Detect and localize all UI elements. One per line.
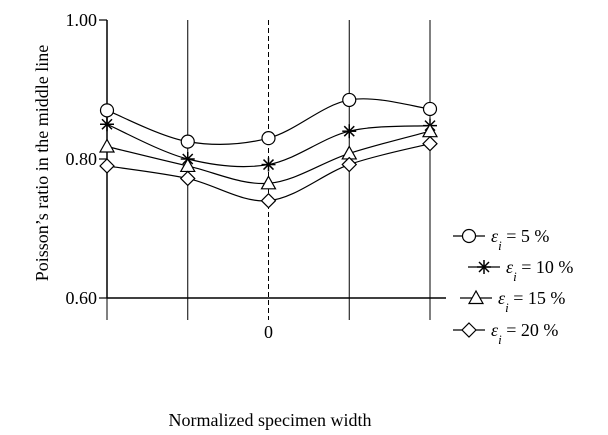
point-s0-3 [342, 92, 357, 108]
legend-item-3: εi = 20 % [453, 320, 558, 347]
point-s0-1 [180, 134, 195, 149]
x-axis-label: Normalized specimen width [169, 410, 372, 430]
point-s1-0 [100, 117, 114, 132]
legend-label-1: εi = 10 % [506, 257, 573, 284]
legend-marker-3 [461, 322, 477, 338]
point-s0-0 [99, 103, 115, 118]
y-axis-label: Poisson’s ratio in the middle line [32, 45, 52, 282]
point-s0-4 [422, 101, 438, 117]
axes: 0.60 0.80 1.00 0 [66, 10, 446, 342]
legend: εi = 5 % εi = 10 % εi = 15 % εi = 20 % [453, 226, 573, 347]
y-tick-label-1: 0.80 [66, 149, 98, 169]
point-s3-2 [260, 192, 277, 209]
legend-label-3: εi = 20 % [491, 320, 558, 347]
y-tick-label-0: 0.60 [66, 288, 98, 308]
point-s3-1 [179, 170, 196, 187]
point-s1-2 [261, 157, 276, 172]
legend-item-2: εi = 15 % [460, 288, 565, 315]
point-s2-2 [260, 175, 277, 190]
point-s1-3 [342, 124, 357, 139]
y-tick-label-2: 1.00 [66, 10, 98, 30]
legend-marker-1 [477, 260, 491, 274]
series-group [98, 92, 439, 209]
x-tick-label-0: 0 [264, 322, 273, 342]
legend-label-2: εi = 15 % [498, 288, 565, 315]
legend-item-0: εi = 5 % [453, 226, 549, 253]
legend-item-1: εi = 10 % [468, 257, 573, 284]
legend-marker-2 [467, 289, 485, 305]
point-s2-0 [98, 138, 116, 153]
legend-label-0: εi = 5 % [491, 226, 549, 253]
point-s0-2 [261, 131, 276, 146]
point-s3-4 [422, 135, 438, 152]
point-s3-0 [99, 158, 115, 174]
legend-marker-0 [461, 228, 477, 244]
point-s3-3 [341, 156, 358, 173]
